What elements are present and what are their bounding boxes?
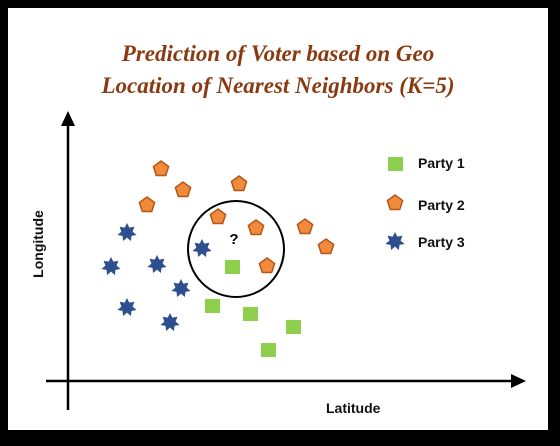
legend (385, 157, 404, 250)
y-axis-label: Longitude (30, 210, 46, 278)
x-axis-label: Latitude (326, 400, 380, 416)
party1-point (205, 299, 220, 313)
party2-point (259, 258, 274, 273)
query-point: ? (229, 231, 238, 248)
party1-point (243, 307, 258, 321)
x-axis (46, 374, 526, 388)
party1-points (205, 260, 301, 357)
party2-point (318, 239, 333, 254)
legend-pentagon-icon (387, 195, 402, 210)
party3-point (117, 223, 136, 241)
party3-point (101, 257, 120, 275)
legend-square-icon (388, 157, 403, 171)
party3-points (101, 223, 211, 331)
legend-label-party2: Party 2 (418, 197, 465, 213)
scatter-plot: ? (8, 8, 548, 430)
party2-point (153, 161, 168, 176)
party2-point (248, 220, 263, 235)
diagram-canvas: Prediction of Voter based on Geo Locatio… (8, 8, 548, 430)
party3-point (160, 313, 179, 331)
party2-point (297, 219, 312, 234)
legend-label-party1: Party 1 (418, 155, 465, 171)
legend-star-icon (385, 232, 404, 250)
party1-point (286, 320, 301, 334)
legend-label-party3: Party 3 (418, 234, 465, 250)
y-axis (61, 111, 75, 410)
party1-point (261, 343, 276, 357)
party2-points (139, 161, 333, 273)
party2-point (139, 197, 154, 212)
party3-point (117, 298, 136, 316)
party3-point (192, 239, 211, 257)
party2-point (231, 176, 246, 191)
party2-point (210, 209, 225, 224)
party3-point (171, 279, 190, 297)
party3-point (147, 255, 166, 273)
party1-point (225, 260, 240, 274)
party2-point (175, 182, 190, 197)
